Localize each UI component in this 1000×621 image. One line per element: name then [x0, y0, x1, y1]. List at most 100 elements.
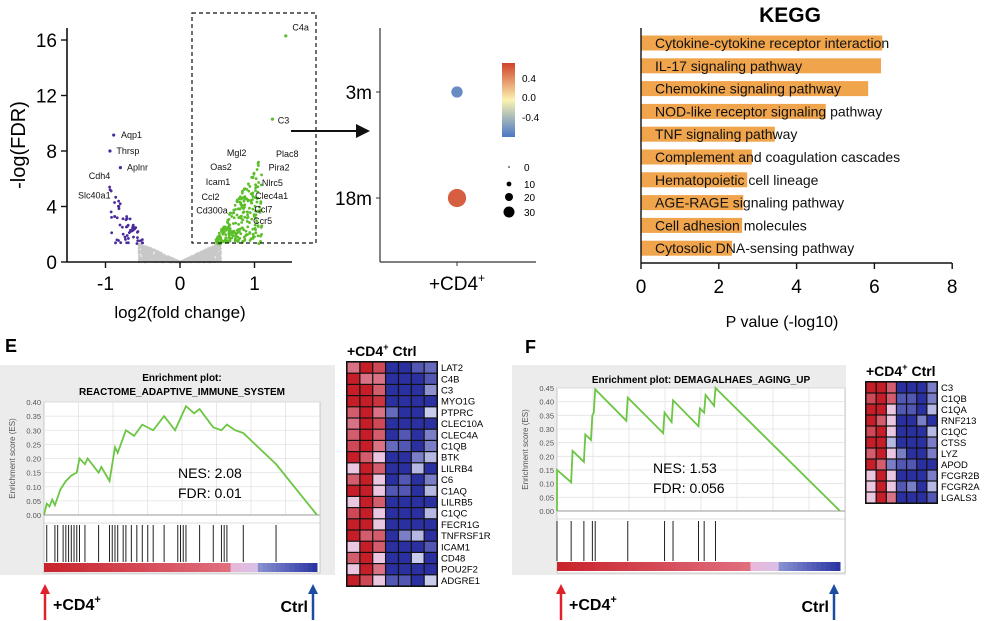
point-down	[120, 225, 124, 229]
heatmap-cell	[866, 404, 876, 415]
point-up	[259, 201, 263, 205]
ranking-bar-segment	[604, 562, 610, 571]
point-up	[240, 203, 244, 207]
point-up	[219, 239, 223, 243]
point-up	[235, 228, 239, 232]
gene-label: CLEC10A	[441, 419, 484, 430]
ranking-bar-segment	[623, 562, 629, 571]
point-up	[241, 207, 245, 211]
heatmap-cell	[411, 441, 424, 451]
point-ns	[202, 258, 205, 261]
ranking-bar-segment	[722, 562, 728, 571]
heatmap-header-ctrl: Ctrl	[911, 363, 935, 379]
point-up	[238, 207, 242, 211]
heatmap-cell	[373, 407, 385, 418]
colorbar-tick-label: -0.4	[522, 113, 540, 124]
point-ns	[164, 256, 168, 260]
point-up	[250, 175, 254, 179]
point-ns	[155, 257, 159, 261]
y-tick-label: 0.25	[539, 439, 554, 448]
point-ns	[145, 245, 149, 249]
gene-label: C3	[441, 386, 453, 397]
heatmap-cell	[360, 362, 373, 373]
point-up	[239, 232, 243, 236]
y-tick-label: 8	[46, 142, 57, 163]
point-up	[238, 237, 242, 240]
ranking-bar-segment	[557, 562, 563, 571]
ranking-bar-segment	[216, 563, 222, 572]
heatmap-cell	[927, 459, 937, 470]
point-down	[117, 207, 121, 211]
point-up	[232, 222, 235, 225]
point-up	[248, 211, 252, 215]
point-ns	[199, 253, 203, 257]
heatmap-cell	[386, 385, 398, 395]
bar-label: NOD-like receptor signaling pathway	[655, 103, 882, 119]
point-down	[117, 199, 121, 203]
gene-label: LAT2	[441, 363, 463, 374]
heatmap-cell	[917, 404, 927, 415]
point-ns	[150, 249, 153, 252]
ranking-bar-segment	[641, 562, 648, 571]
heatmap-cell	[876, 448, 886, 459]
ranking-bar-segment	[802, 562, 808, 571]
point-up	[234, 221, 238, 225]
point-up	[256, 225, 260, 228]
heatmap-cell	[876, 415, 886, 426]
panel-label: F	[525, 337, 536, 357]
heatmap-cell	[424, 373, 437, 384]
heatmap-cell	[411, 385, 424, 395]
heatmap-cell	[866, 492, 876, 503]
ranking-bar-segment	[194, 563, 200, 572]
ranking-bar-segment	[248, 563, 254, 572]
point-ns	[196, 252, 200, 255]
ranking-bar-segment	[262, 563, 268, 572]
point-down	[113, 215, 117, 218]
heatmap-cell	[917, 459, 927, 470]
point-up	[233, 239, 237, 242]
point-ns	[137, 249, 141, 252]
point-up	[253, 204, 257, 208]
heatmap-cell	[907, 404, 917, 415]
ranking-bar-segment	[212, 563, 218, 572]
gene-label: Ccr5	[253, 216, 272, 226]
heatmap-cell	[347, 541, 360, 552]
ranking-bar-segment	[180, 563, 186, 572]
point-down	[123, 235, 127, 239]
heatmap-cell	[907, 470, 917, 481]
colorbar-tick-label: 0.4	[522, 74, 536, 85]
point-down	[125, 215, 129, 218]
ranking-bar-segment	[130, 563, 136, 572]
ranking-bar-segment	[135, 563, 141, 572]
y-tick-label: 0.15	[539, 466, 554, 475]
heatmap-cell	[917, 382, 927, 393]
bar	[641, 195, 744, 211]
gene-label: LILRB5	[441, 498, 473, 509]
ranking-bar-segment	[280, 563, 286, 572]
x-tick-label: 2	[714, 277, 725, 298]
heatmap-cell	[360, 452, 373, 463]
ranking-bar-segment	[226, 563, 232, 572]
y-tick-label: 0.10	[26, 483, 41, 492]
point-ns	[211, 252, 215, 255]
heatmap-cell	[399, 362, 411, 373]
gene-label: FECR1G	[441, 520, 480, 531]
ranking-bar-segment	[755, 562, 761, 571]
heatmap-cell	[897, 437, 906, 448]
heatmap-cell	[399, 373, 411, 384]
heatmap-cell	[927, 448, 937, 459]
point-up	[228, 211, 232, 215]
heatmap-header-sup: +	[902, 362, 907, 372]
heatmap-cell	[360, 396, 373, 407]
heatmap-cell	[424, 553, 437, 563]
bar	[641, 81, 869, 97]
heatmap-cell	[360, 541, 373, 552]
colorbar	[502, 63, 515, 137]
bar-label: Hematopoietic cell lineage	[655, 172, 819, 188]
ranking-bar-segment	[670, 562, 676, 571]
bar-label: IL-17 signaling pathway	[655, 58, 802, 74]
x-tick-label: 0	[636, 277, 647, 298]
heatmap-cell	[360, 575, 373, 586]
point-ns	[208, 256, 211, 259]
gene-label: MYO1G	[441, 397, 475, 408]
